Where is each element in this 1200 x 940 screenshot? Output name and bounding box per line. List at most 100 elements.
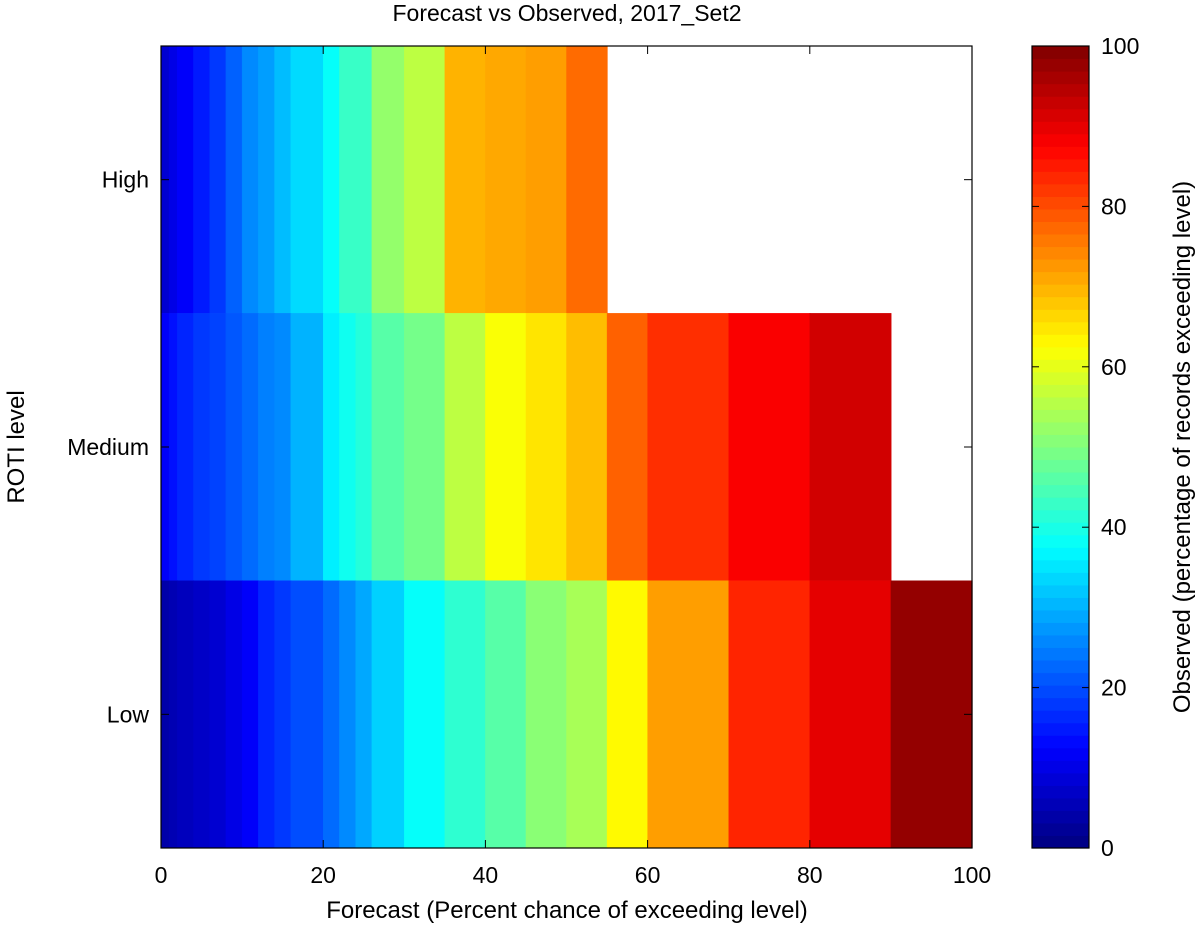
heatmap-cell-low-8 bbox=[274, 580, 292, 849]
colorbar-band bbox=[1031, 45, 1090, 60]
heatmap-cell-high-15 bbox=[485, 45, 527, 314]
colorbar-band bbox=[1031, 522, 1090, 536]
heatmap-cell-high-1 bbox=[168, 45, 178, 314]
colorbar-band bbox=[1031, 246, 1090, 260]
colorbar-band bbox=[1031, 70, 1090, 85]
heatmap-cell-high-16 bbox=[525, 45, 568, 314]
colorbar-band bbox=[1031, 609, 1090, 623]
colorbar-tick-label: 20 bbox=[1101, 675, 1127, 701]
heatmap-cells bbox=[160, 45, 973, 849]
colorbar-band bbox=[1031, 95, 1090, 110]
heatmap-cell-medium-9 bbox=[290, 313, 324, 581]
heatmap-cell-medium-17 bbox=[525, 313, 568, 581]
colorbar-band bbox=[1031, 572, 1090, 586]
heatmap-cell-medium-1 bbox=[168, 313, 178, 581]
colorbar-band bbox=[1031, 233, 1090, 248]
x-tick-label: 100 bbox=[953, 862, 991, 888]
heatmap-cell-medium-19 bbox=[606, 313, 649, 581]
heatmap-cell-medium-12 bbox=[355, 313, 373, 581]
colorbar-band bbox=[1031, 359, 1090, 373]
heatmap-cell-low-3 bbox=[193, 580, 211, 849]
heatmap-cell-medium-8 bbox=[274, 313, 292, 581]
colorbar-band bbox=[1031, 321, 1090, 335]
colorbar-band bbox=[1031, 647, 1090, 661]
heatmap-cell-medium-21 bbox=[728, 313, 811, 581]
x-axis: 0 20 40 60 80 100 bbox=[155, 46, 991, 888]
heatmap-cell-low-12 bbox=[355, 580, 373, 849]
colorbar-tick-label: 0 bbox=[1101, 835, 1114, 861]
colorbar-band bbox=[1031, 772, 1090, 786]
heatmap-cell-medium-13 bbox=[371, 313, 405, 581]
y-tick-label-high: High bbox=[102, 167, 149, 193]
heatmap-cell-high-5 bbox=[225, 45, 243, 314]
colorbar-band bbox=[1031, 83, 1090, 97]
colorbar-band bbox=[1031, 810, 1090, 824]
colorbar-band bbox=[1031, 221, 1090, 235]
colorbar-band bbox=[1031, 421, 1090, 436]
colorbar-band bbox=[1031, 434, 1090, 448]
colorbar-tick-label: 40 bbox=[1101, 514, 1127, 540]
colorbar-band bbox=[1031, 672, 1090, 686]
x-tick-label: 20 bbox=[310, 862, 336, 888]
heatmap-cell-low-1 bbox=[168, 580, 178, 849]
colorbar-tick-label: 100 bbox=[1101, 33, 1139, 59]
heatmap-cell-medium-11 bbox=[339, 313, 357, 581]
heatmap-cell-low-5 bbox=[225, 580, 243, 849]
colorbar-axis: 0 20 40 60 80 100 bbox=[1032, 33, 1139, 861]
colorbar-band bbox=[1031, 471, 1090, 486]
chart-title: Forecast vs Observed, 2017_Set2 bbox=[392, 0, 741, 26]
colorbar-band bbox=[1031, 158, 1090, 172]
colorbar-band bbox=[1031, 659, 1090, 674]
colorbar-band bbox=[1031, 822, 1090, 837]
heatmap-cell-high-7 bbox=[258, 45, 276, 314]
colorbar-band bbox=[1031, 534, 1090, 548]
colorbar-band bbox=[1031, 334, 1090, 348]
heatmap-cell-low-21 bbox=[728, 580, 811, 849]
colorbar-gradient bbox=[1031, 45, 1090, 849]
heatmap-cell-high-11 bbox=[339, 45, 373, 314]
colorbar-band bbox=[1031, 121, 1090, 135]
heatmap-cell-high-17 bbox=[566, 45, 608, 314]
heatmap-cell-low-19 bbox=[606, 580, 649, 849]
heatmap-cell-medium-16 bbox=[485, 313, 527, 581]
colorbar-band bbox=[1031, 108, 1090, 122]
colorbar-band bbox=[1031, 484, 1090, 498]
colorbar-band bbox=[1031, 710, 1090, 724]
colorbar-band bbox=[1031, 547, 1090, 561]
colorbar-band bbox=[1031, 785, 1090, 799]
heatmap-cell-medium-3 bbox=[193, 313, 211, 581]
colorbar-tick-label: 80 bbox=[1101, 193, 1127, 219]
heatmap-cell-low-23 bbox=[890, 580, 973, 849]
colorbar-band bbox=[1031, 797, 1090, 811]
colorbar-band bbox=[1031, 146, 1090, 160]
colorbar-band bbox=[1031, 597, 1090, 611]
colorbar-band bbox=[1031, 697, 1090, 711]
colorbar-band bbox=[1031, 409, 1090, 423]
colorbar: 0 20 40 60 80 100 bbox=[1031, 33, 1139, 861]
heatmap-cell-high-13 bbox=[404, 45, 446, 314]
heatmap-cell-low-7 bbox=[258, 580, 276, 849]
x-tick-label: 60 bbox=[635, 862, 661, 888]
colorbar-band bbox=[1031, 208, 1090, 222]
colorbar-band bbox=[1031, 634, 1090, 649]
heatmap-cell-low-15 bbox=[444, 580, 487, 849]
heatmap-cell-low-2 bbox=[177, 580, 195, 849]
colorbar-band bbox=[1031, 196, 1090, 210]
colorbar-band bbox=[1031, 622, 1090, 636]
y-tick-label-medium: Medium bbox=[67, 434, 149, 460]
x-axis-label: Forecast (Percent chance of exceeding le… bbox=[326, 897, 808, 924]
heatmap-cell-high-8 bbox=[274, 45, 292, 314]
heatmap-cell-low-14 bbox=[404, 580, 446, 849]
heatmap-cell-low-4 bbox=[209, 580, 227, 849]
colorbar-band bbox=[1031, 183, 1090, 197]
colorbar-band bbox=[1031, 271, 1090, 285]
colorbar-band bbox=[1031, 835, 1090, 849]
colorbar-frame bbox=[1031, 45, 1090, 849]
colorbar-band bbox=[1031, 133, 1090, 147]
colorbar-band bbox=[1031, 684, 1090, 699]
heatmap-cell-low-11 bbox=[339, 580, 357, 849]
heatmap-cell-low-10 bbox=[323, 580, 341, 849]
colorbar-band bbox=[1031, 396, 1090, 410]
colorbar-band bbox=[1031, 309, 1090, 323]
